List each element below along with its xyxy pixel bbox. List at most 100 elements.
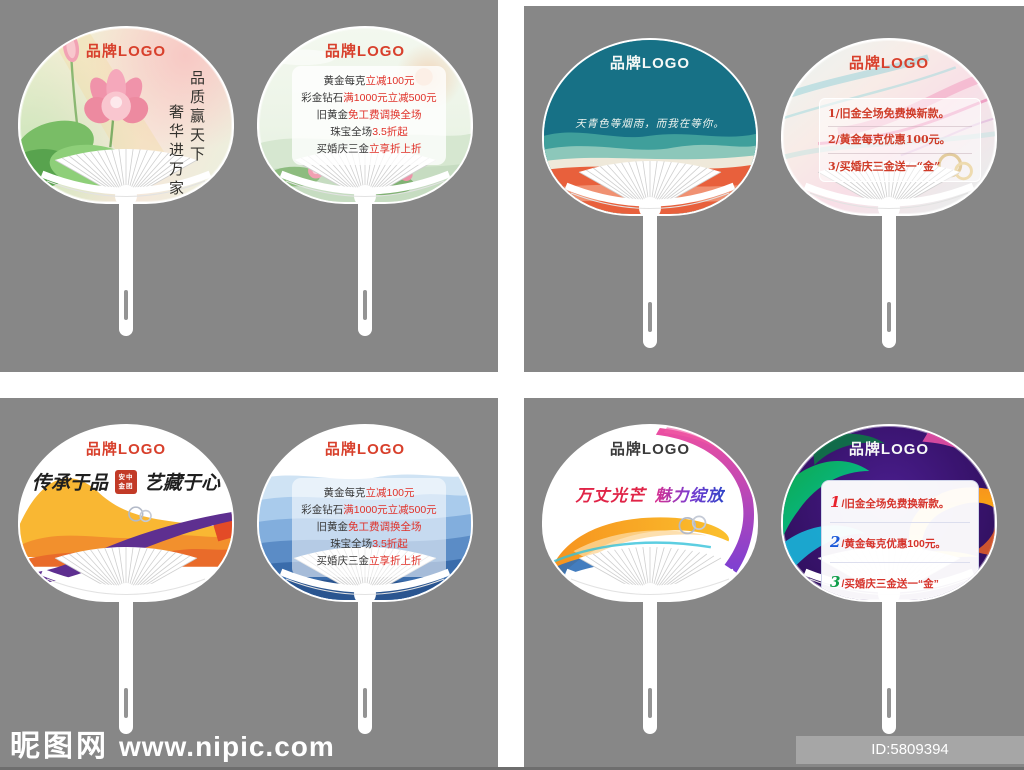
fan-handle-slot (124, 688, 128, 718)
fan-teal-front: 品牌LOGO 天青色等烟雨，而我在等你。 (542, 38, 758, 368)
fan-lotus-promo-back: 品牌LOGO 黄金每克立减100元 彩金钻石满1000元立减500元 旧黄金免工… (257, 26, 473, 356)
silver-rings-icon (678, 515, 707, 535)
panel-radiance-style: 品牌LOGO 万丈光芒 魅力绽放 (524, 398, 1024, 767)
panel-teal-style: 品牌LOGO 天青色等烟雨，而我在等你。 (524, 0, 1024, 372)
promo-line: 彩金钻石满1000元立减500元 (294, 90, 444, 107)
headline-gradient: 魅力绽放 (654, 486, 725, 505)
calligraphy-right: 艺藏于心 (144, 472, 221, 494)
poetic-quote: 天青色等烟雨，而我在等你。 (575, 118, 725, 130)
divider-horizontal (0, 372, 1024, 398)
brand-logo: 品牌LOGO (324, 441, 406, 458)
promo-line: 买婚庆三金立享折上折 (294, 553, 444, 570)
site-name: 昵图网 (10, 730, 109, 763)
fan-face-heritage-front: 品牌LOGO 传承于品 安中金团 艺藏于心 (18, 424, 234, 602)
slogan-column-2: 奢华进万家 (167, 104, 185, 199)
fan-ribbon-promo-back: 品牌LOGO 1/旧金全场免费换新款。 2/黄金每克优惠100元。 3/买婚庆三… (781, 38, 997, 368)
promo-line: 彩金钻石满1000元立减500元 (294, 502, 444, 519)
promo-label: 旧黄金 (316, 521, 349, 533)
fan-handle (119, 186, 133, 336)
fan-ribs (565, 544, 735, 602)
fan-handle-slot (124, 290, 128, 320)
promo-value: 立享折上折 (369, 555, 422, 567)
red-seal-stamp: 安中金团 (115, 469, 137, 494)
promo-text: /黄金每克优惠100元。 (841, 538, 946, 550)
promo-label: 黄金每克 (323, 487, 366, 499)
promo-text-box: 黄金每克立减100元 彩金钻石满1000元立减500元 旧黄金免工费调换全场 珠… (292, 478, 446, 577)
fan-handle (643, 198, 657, 348)
promo-value: 立享折上折 (369, 143, 422, 155)
promo-number: 2 (830, 533, 841, 551)
promo-text-box: 1/旧金全场免费换新款。 2/黄金每克优惠100元。 3/买婚庆三金送一“金” (819, 98, 981, 182)
promo-line: 黄金每克立减100元 (294, 73, 444, 90)
fan-handle-slot (887, 688, 891, 718)
brand-logo: 品牌LOGO (85, 441, 167, 458)
fan-face-lotus-front: 品牌LOGO 品质赢天下 奢华进万家 (18, 26, 234, 204)
silver-rings-icon (128, 506, 152, 523)
fan-handle (882, 198, 896, 348)
fan-handle-slot (648, 688, 652, 718)
promo-line: 3/买婚庆三金送一“金” (830, 562, 970, 600)
panel-lotus-style: 品牌LOGO 品质赢天下 奢华进万家 (0, 0, 498, 372)
fan-ribs (41, 544, 211, 602)
promo-label: 黄金每克 (323, 75, 366, 87)
fan-face-bluewave-back: 品牌LOGO 黄金每克立减100元 彩金钻石满1000元立减500元 旧黄金免工… (257, 424, 473, 602)
fan-handle-slot (363, 688, 367, 718)
calligraphy-headline: 传承于品 安中金团 艺藏于心 (20, 468, 232, 495)
promo-text: /旧金全场免费换新款。 (841, 498, 950, 510)
promo-label: 珠宝全场 (330, 538, 373, 550)
brand-logo: 品牌LOGO (609, 441, 691, 458)
slogan-column-1: 品质赢天下 (188, 70, 206, 165)
promo-label: 买婚庆三金 (316, 555, 370, 567)
promo-line: 1/旧金全场免费换新款。 (830, 483, 970, 522)
promo-line: 3/买婚庆三金送一“金” (828, 152, 972, 179)
brand-logo: 品牌LOGO (848, 55, 930, 72)
fan-ribs (565, 158, 735, 216)
image-id-badge: ID:5809394 NO:20230717165232524109 (796, 736, 1024, 764)
promo-value: 免工费调换全场 (348, 109, 422, 121)
fan-lotus-front: 品牌LOGO 品质赢天下 奢华进万家 (18, 26, 234, 356)
promo-number: 3 (830, 573, 841, 591)
panel-heritage-style: 品牌LOGO 传承于品 安中金团 艺藏于心 (0, 398, 498, 767)
promo-line: 珠宝全场3.5折起 (294, 536, 444, 553)
fan-radiance-front: 品牌LOGO 万丈光芒 魅力绽放 (542, 424, 758, 754)
fan-face-ribbon-back: 品牌LOGO 1/旧金全场免费换新款。 2/黄金每克优惠100元。 3/买婚庆三… (781, 38, 997, 216)
promo-value: 3.5折起 (372, 538, 408, 550)
promo-value: 3.5折起 (372, 126, 408, 138)
promo-line: 旧黄金免工费调换全场 (294, 519, 444, 536)
fan-handle (358, 584, 372, 734)
promo-line: 买婚庆三金立享折上折 (294, 141, 444, 158)
promo-line: 珠宝全场3.5折起 (294, 124, 444, 141)
fan-bluewave-promo-back: 品牌LOGO 黄金每克立减100元 彩金钻石满1000元立减500元 旧黄金免工… (257, 424, 473, 754)
fan-handle (358, 186, 372, 336)
site-watermark: 昵图网 www.nipic.com (10, 721, 335, 765)
radiance-headline: 万丈光芒 魅力绽放 (544, 482, 756, 506)
site-url: www.nipic.com (119, 731, 335, 762)
top-edge-strip (524, 0, 1024, 6)
brand-logo: 品牌LOGO (609, 55, 691, 72)
promo-line: 2/黄金每克优惠100元。 (830, 522, 970, 562)
promo-label: 珠宝全场 (330, 126, 373, 138)
promo-line: 黄金每克立减100元 (294, 485, 444, 502)
fan-face-lotus-back: 品牌LOGO 黄金每克立减100元 彩金钻石满1000元立减500元 旧黄金免工… (257, 26, 473, 204)
promo-value: 满1000元立减500元 (343, 92, 437, 104)
promo-label: 旧黄金 (316, 109, 349, 121)
brand-logo: 品牌LOGO (85, 43, 167, 60)
fan-face-radiance-front: 品牌LOGO 万丈光芒 魅力绽放 (542, 424, 758, 602)
promo-value: 立减100元 (365, 487, 415, 499)
promo-line: 1/旧金全场免费换新款。 (828, 107, 950, 120)
brand-logo: 品牌LOGO (324, 43, 406, 60)
fan-handle-slot (363, 290, 367, 320)
promo-line: 旧黄金免工费调换全场 (294, 107, 444, 124)
fan-purple-promo-back: 品牌LOGO 1/旧金全场免费换新款。 2/黄金每克优惠100元。 3/买婚庆三… (781, 424, 997, 754)
calligraphy-left: 传承于品 (31, 472, 108, 494)
fan-handle (119, 584, 133, 734)
slogan-vertical: 品质赢天下 奢华进万家 (166, 70, 208, 202)
promo-value: 立减100元 (365, 75, 415, 87)
fan-heritage-front: 品牌LOGO 传承于品 安中金团 艺藏于心 (18, 424, 234, 754)
fan-handle-slot (887, 302, 891, 332)
promo-text-box: 1/旧金全场免费换新款。 2/黄金每克优惠100元。 3/买婚庆三金送一“金” (821, 480, 979, 600)
promo-label: 买婚庆三金 (316, 143, 370, 155)
promo-line: 2/黄金每克优惠100元。 (828, 126, 972, 152)
promo-value: 免工费调换全场 (348, 521, 422, 533)
fan-face-purple-back: 品牌LOGO 1/旧金全场免费换新款。 2/黄金每克优惠100元。 3/买婚庆三… (781, 424, 997, 602)
